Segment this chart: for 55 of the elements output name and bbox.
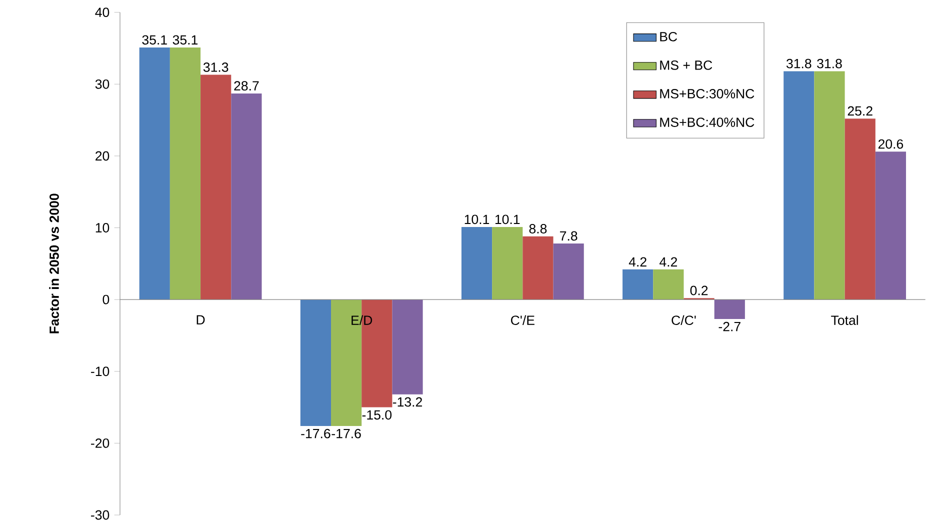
data-label: 25.2 [848,106,872,116]
data-label: -17.6 [332,428,361,438]
bar [231,93,262,300]
y-tick-label: 40 [95,8,110,18]
bar [844,118,876,300]
data-label: 10.1 [464,214,490,224]
x-tick-label: Total [831,315,858,325]
bar [784,71,814,300]
data-label: 4.2 [660,257,678,266]
bar [200,74,232,300]
legend-label: BC [660,32,678,42]
data-label: -13.2 [392,397,422,407]
x-tick-label: C'/E [511,315,534,325]
legend-label: MS+BC:40%NC [660,118,754,127]
legend-label: MS+BC:30%NC [660,89,754,98]
legend-label: MS + BC [660,60,712,70]
data-label: 10.1 [495,214,520,224]
data-label: 4.2 [628,257,646,266]
x-tick-label: E/D [352,315,372,325]
bar [622,269,654,300]
data-label: 7.8 [560,231,578,241]
data-label: 35.1 [172,35,198,45]
x-tick-label: C/C' [672,315,696,325]
bar [300,300,331,426]
bar [875,152,906,300]
data-label: -15.0 [362,410,392,420]
bar [553,244,584,300]
data-label: 31.8 [817,58,842,68]
data-label: 20.6 [878,139,904,149]
data-label: 31.3 [203,62,228,72]
y-tick-label: 30 [95,79,110,89]
y-tick-label: 0 [102,294,110,304]
bar [139,48,170,300]
y-axis-title: Factor in 2050 vs 2000 [49,194,59,334]
bar [492,227,523,300]
x-tick-label: D [196,315,205,324]
y-tick-label: 10 [96,223,110,232]
bar [170,48,201,300]
y-tick-label: -20 [91,438,110,448]
data-label: -2.7 [718,322,740,332]
bar [714,300,745,319]
data-label: 28.7 [234,81,259,91]
data-label: -17.6 [301,428,330,438]
y-tick-label: -30 [91,510,110,520]
y-tick-label: -10 [91,366,110,376]
data-label: 8.8 [529,224,547,234]
y-tick-label: 20 [96,151,110,161]
data-label: 35.1 [142,35,167,45]
bar [814,71,845,300]
bar [392,300,423,394]
bar [653,269,684,300]
bar [461,227,492,300]
data-label: 31.8 [786,58,812,68]
data-label: 0.2 [690,286,708,296]
bar [522,236,554,300]
